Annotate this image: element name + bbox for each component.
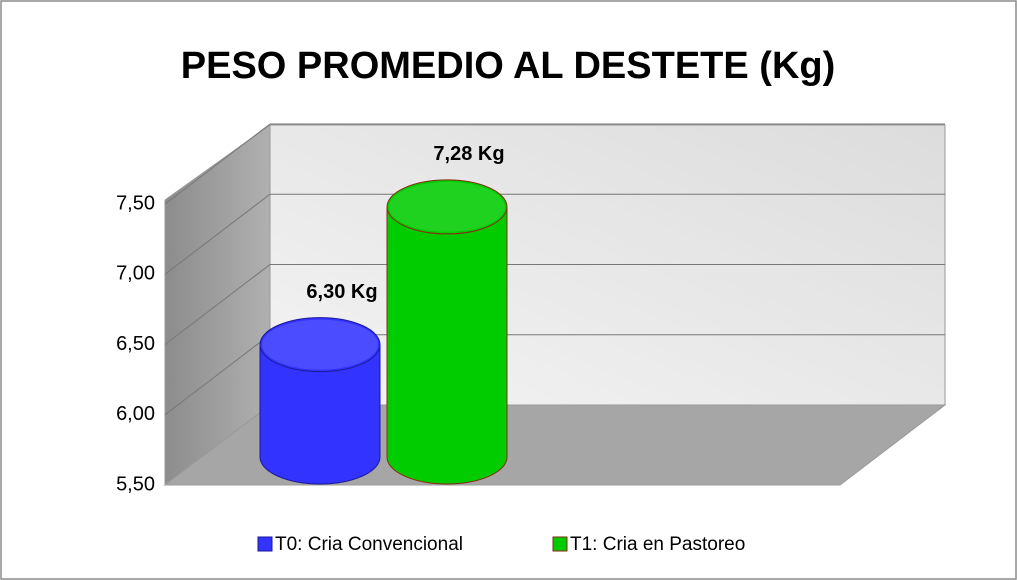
bar-top xyxy=(259,317,381,373)
value-label: 7,28 Kg xyxy=(433,143,504,165)
y-tick-label: 7,00 xyxy=(116,263,155,285)
chart-title: PESO PROMEDIO AL DESTETE (Kg) xyxy=(181,45,836,87)
grid-line xyxy=(164,193,271,275)
y-tick-label: 5,50 xyxy=(116,473,155,495)
bar-top-shine xyxy=(262,319,378,370)
legend-swatch xyxy=(257,536,273,552)
y-tick-label: 6,50 xyxy=(116,333,155,355)
legend-label: T1: Cria en Pastoreo xyxy=(570,534,745,555)
grid-line xyxy=(164,334,271,416)
legend-swatch xyxy=(552,536,568,552)
grid-line xyxy=(164,123,271,205)
bar-top-shine xyxy=(389,181,505,232)
bar-top xyxy=(386,179,508,235)
y-tick-label: 7,50 xyxy=(116,192,155,214)
bar xyxy=(387,206,507,457)
value-label: 6,30 Kg xyxy=(306,281,377,303)
grid-line xyxy=(164,264,271,345)
legend-label: T0: Cria Convencional xyxy=(275,534,463,555)
y-tick-label: 6,00 xyxy=(116,403,155,425)
